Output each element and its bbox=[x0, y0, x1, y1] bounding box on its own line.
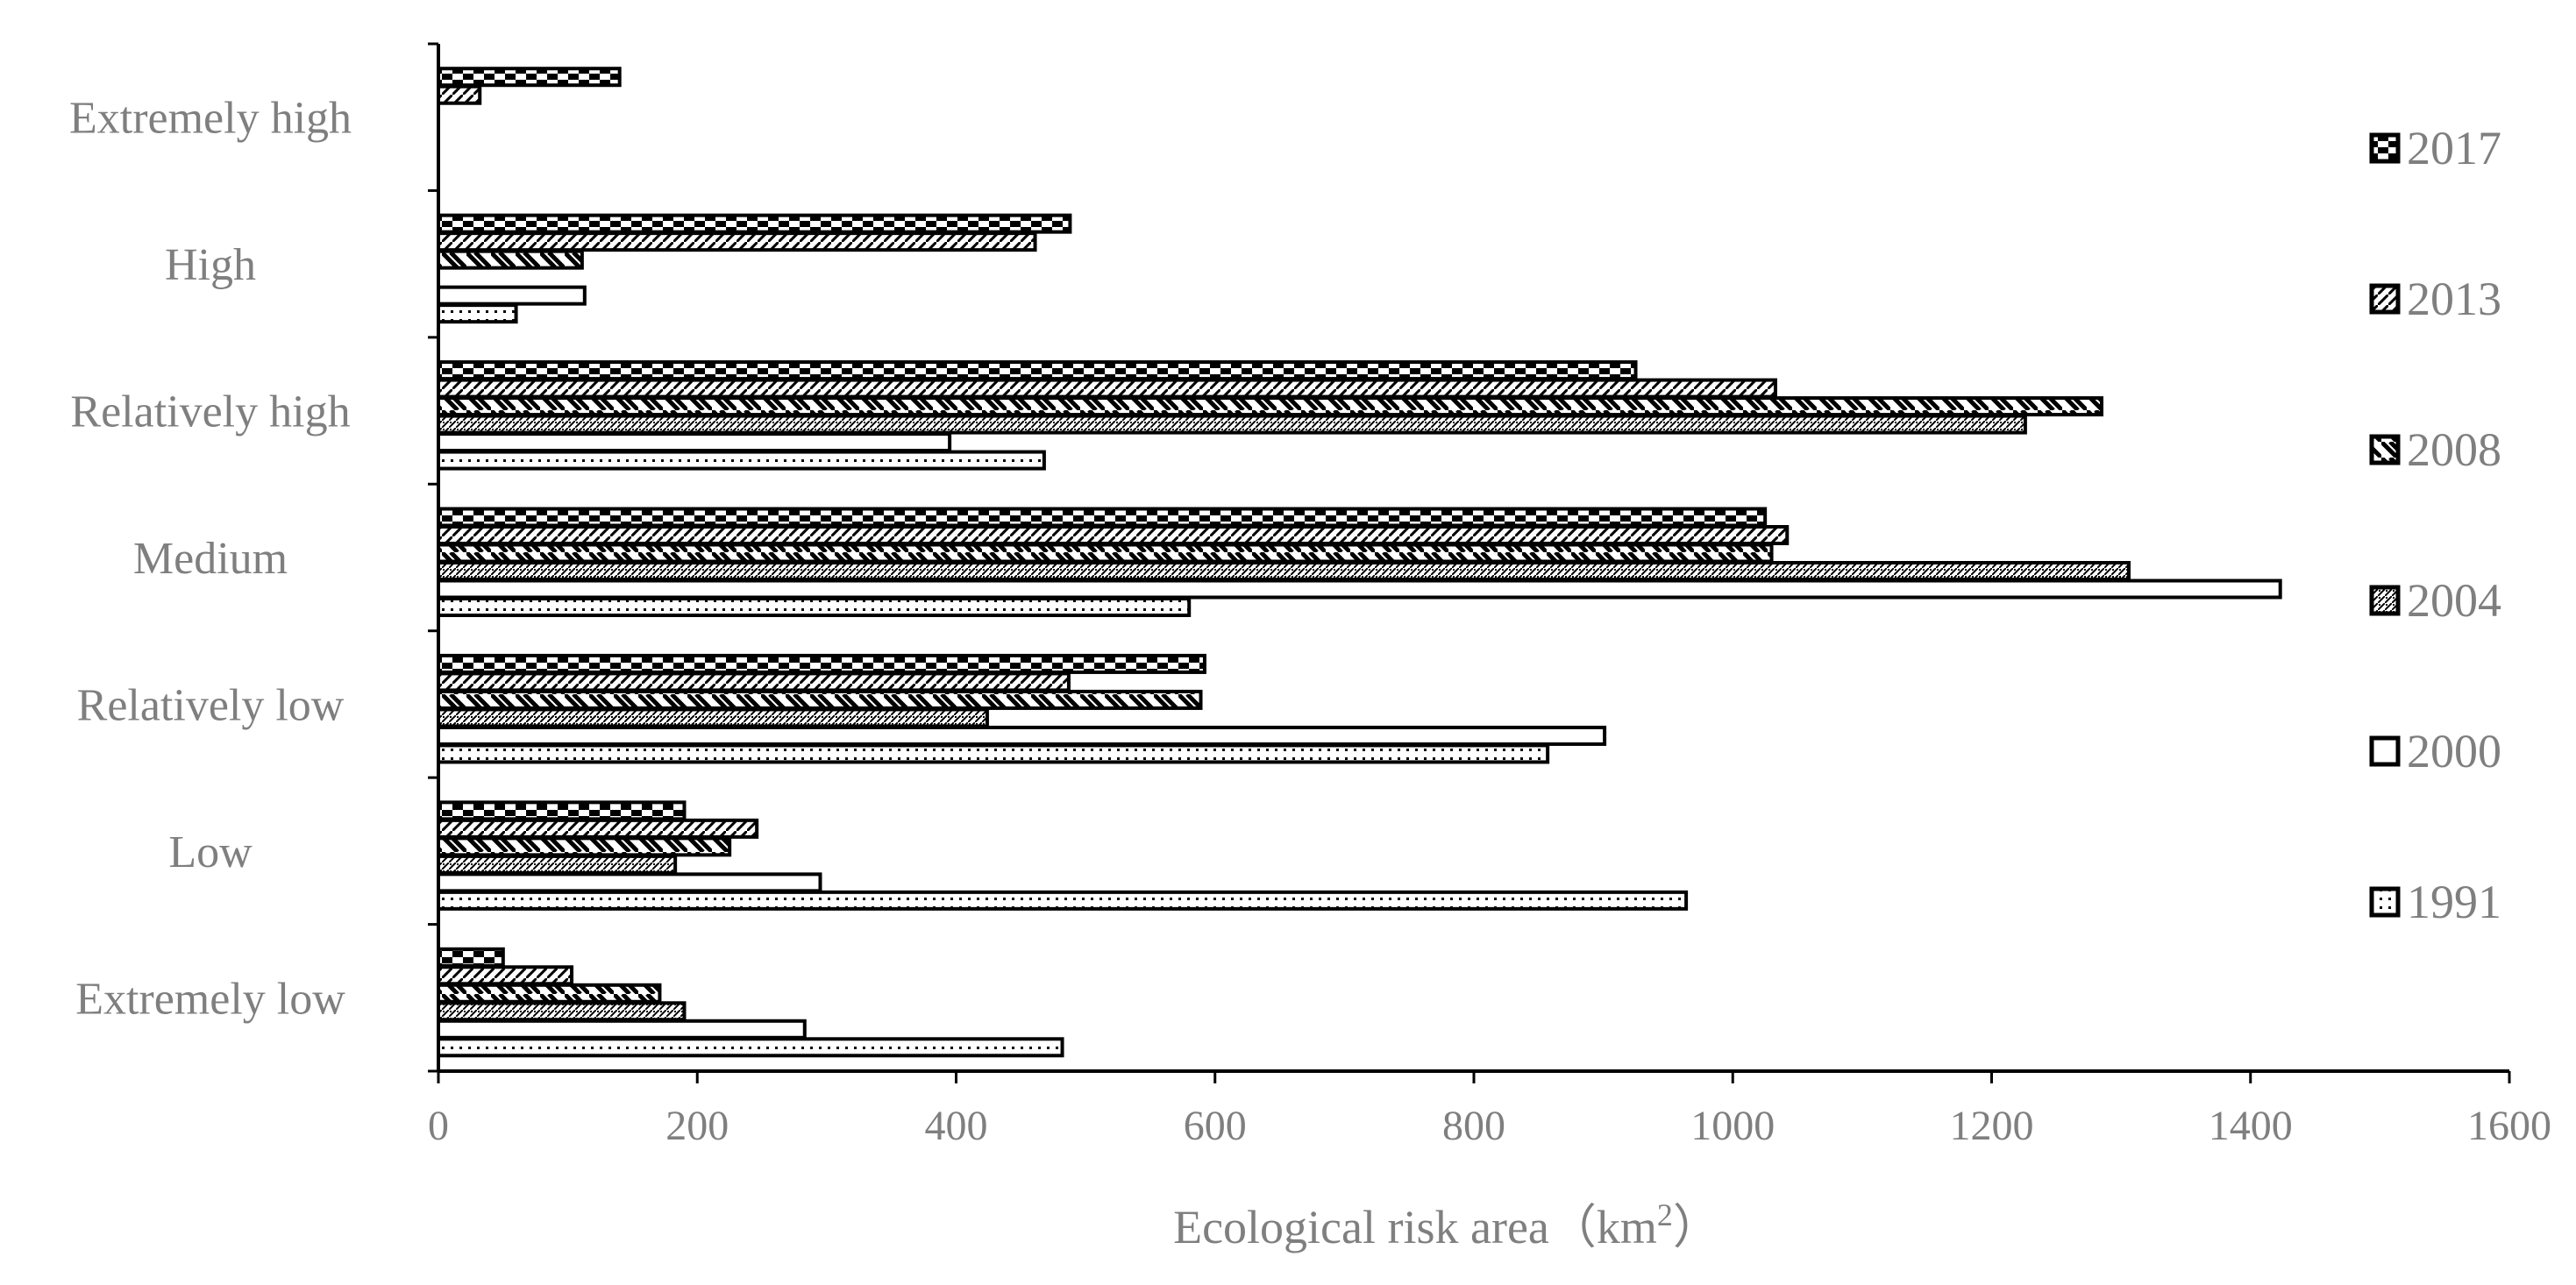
bar-relatively-low-2004 bbox=[437, 707, 989, 728]
bar-relatively-low-2000 bbox=[437, 725, 1607, 746]
x-tick-label: 600 bbox=[1184, 1103, 1247, 1149]
x-tick-label: 800 bbox=[1442, 1103, 1505, 1149]
x-tick-labels: 0 200 400 600 800 1000 1200 1400 1600 bbox=[428, 1103, 2551, 1149]
legend-label-2000: 2000 bbox=[2407, 725, 2501, 777]
bar-high-2013 bbox=[437, 231, 1037, 252]
legend: 2017 2013 2008 2004 2000 1991 bbox=[2369, 122, 2501, 928]
axes-group bbox=[428, 42, 2511, 1083]
bar-extremely-low-2013 bbox=[437, 965, 574, 986]
bar-low-2004 bbox=[437, 854, 678, 875]
x-tick-label: 200 bbox=[665, 1103, 729, 1149]
bar-relatively-low-2013 bbox=[437, 671, 1071, 692]
bar-low-2013 bbox=[437, 818, 759, 839]
bar-relatively-high-2017 bbox=[437, 360, 1638, 381]
category-labels: Extremely low Low Relatively low Medium Rela… bbox=[69, 94, 352, 1025]
x-tick-label: 400 bbox=[925, 1103, 988, 1149]
bar-high-2000 bbox=[437, 285, 587, 306]
legend-swatch-2000 bbox=[2369, 735, 2401, 767]
bar-relatively-high-2004 bbox=[437, 414, 2027, 435]
bar-medium-2008 bbox=[437, 543, 1774, 564]
x-tick-label: 1400 bbox=[2209, 1103, 2293, 1149]
bar-extremely-low-1991 bbox=[437, 1037, 1064, 1058]
legend-label-2004: 2004 bbox=[2407, 574, 2501, 627]
x-tick-label: 1200 bbox=[1950, 1103, 2034, 1149]
x-tick-label: 1000 bbox=[1690, 1103, 1775, 1149]
bar-medium-2000 bbox=[437, 579, 2282, 600]
category-label: Extremely high bbox=[69, 94, 352, 144]
bar-extremely-low-2008 bbox=[437, 983, 662, 1004]
category-label: Low bbox=[168, 827, 253, 877]
bar-extremely-high-2013 bbox=[437, 84, 482, 105]
bar-high-2017 bbox=[437, 213, 1072, 234]
category-label: Extremely low bbox=[75, 974, 345, 1024]
bar-extremely-low-2017 bbox=[437, 947, 505, 968]
legend-swatch-1991 bbox=[2369, 886, 2401, 918]
category-label: Relatively high bbox=[70, 387, 350, 437]
bar-relatively-low-1991 bbox=[437, 743, 1550, 764]
legend-label-1991: 1991 bbox=[2407, 876, 2501, 928]
bar-relatively-high-2008 bbox=[437, 396, 2103, 417]
legend-label-2008: 2008 bbox=[2407, 423, 2501, 476]
bar-relatively-high-2000 bbox=[437, 432, 952, 453]
legend-swatch-2004 bbox=[2369, 585, 2401, 616]
bar-relatively-high-2013 bbox=[437, 378, 1777, 399]
bar-low-2000 bbox=[437, 872, 822, 893]
legend-label-2013: 2013 bbox=[2407, 273, 2501, 325]
x-axis-title: Ecological risk area（km2） bbox=[1173, 1197, 1720, 1253]
bar-relatively-low-2008 bbox=[437, 689, 1203, 710]
x-tick-label: 0 bbox=[428, 1103, 449, 1149]
bar-medium-1991 bbox=[437, 597, 1192, 617]
legend-label-2017: 2017 bbox=[2407, 122, 2501, 174]
bar-low-1991 bbox=[437, 890, 1689, 911]
bar-medium-2004 bbox=[437, 561, 2131, 581]
bars-group bbox=[437, 67, 2282, 1058]
category-label: Medium bbox=[133, 534, 288, 584]
bar-relatively-high-1991 bbox=[437, 450, 1046, 471]
bar-medium-2013 bbox=[437, 525, 1790, 545]
category-label: High bbox=[165, 240, 256, 290]
bar-extremely-high-2017 bbox=[437, 67, 622, 88]
bar-low-2008 bbox=[437, 836, 732, 857]
bar-extremely-low-2004 bbox=[437, 1001, 687, 1022]
bar-extremely-low-2000 bbox=[437, 1019, 807, 1040]
bar-low-2017 bbox=[437, 800, 687, 821]
bar-high-2008 bbox=[437, 249, 584, 270]
category-label: Relatively low bbox=[77, 680, 345, 730]
bar-relatively-low-2017 bbox=[437, 653, 1206, 674]
legend-swatch-2008 bbox=[2369, 434, 2401, 465]
bar-medium-2017 bbox=[437, 507, 1768, 528]
bar-high-1991 bbox=[437, 303, 518, 324]
legend-swatch-2017 bbox=[2369, 132, 2401, 164]
legend-swatch-2013 bbox=[2369, 283, 2401, 315]
x-tick-label: 1600 bbox=[2467, 1103, 2551, 1149]
